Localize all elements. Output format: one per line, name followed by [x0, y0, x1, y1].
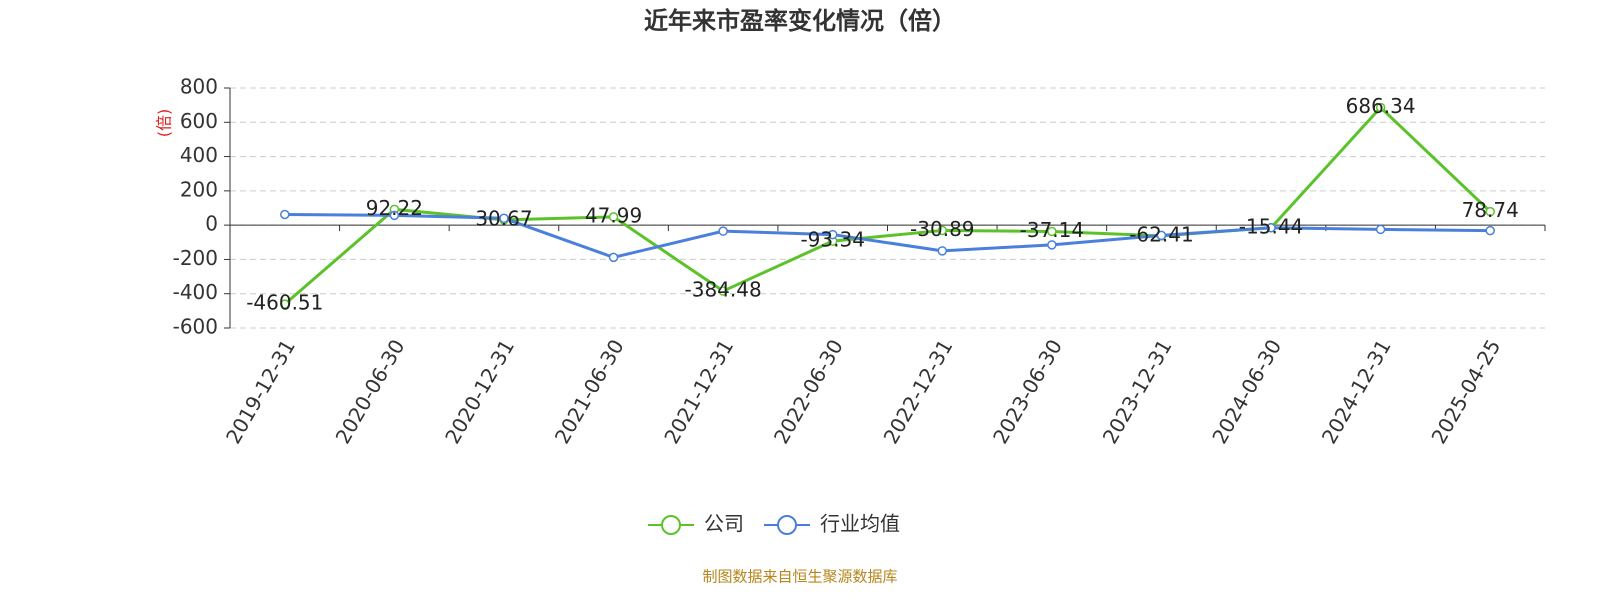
y-tick-label: 0 — [205, 212, 218, 236]
data-label: -30.89 — [910, 217, 974, 241]
data-label: 92.22 — [366, 196, 423, 220]
y-tick-label: 200 — [180, 177, 218, 201]
data-label: -93.34 — [800, 228, 864, 252]
x-tick-label: 2021-06-30 — [550, 335, 629, 448]
x-tick-label: 2022-06-30 — [769, 335, 848, 448]
point — [827, 229, 838, 240]
x-tick-label: 2025-04-25 — [1426, 335, 1505, 448]
point — [1047, 226, 1057, 237]
point — [1266, 222, 1276, 233]
data-label: -460.51 — [246, 291, 323, 315]
x-tick-label: 2022-12-31 — [878, 335, 957, 448]
point — [1047, 240, 1057, 250]
point — [1156, 230, 1167, 241]
point — [937, 225, 948, 236]
point — [608, 212, 619, 222]
x-tick-label: 2023-06-30 — [988, 335, 1067, 448]
y-tick-label: 800 — [180, 75, 218, 99]
x-tick-label: 2024-06-30 — [1207, 335, 1286, 448]
point — [389, 210, 400, 221]
series-line — [283, 105, 1492, 306]
point — [1485, 225, 1495, 236]
data-label: -37.14 — [1020, 218, 1084, 242]
legend-marker — [777, 515, 797, 535]
y-tick-label: 600 — [180, 109, 218, 133]
data-label: 78.74 — [1462, 198, 1519, 222]
legend-label: 行业均值 — [820, 512, 900, 536]
point — [937, 246, 948, 256]
x-tick-label: 2024-12-31 — [1317, 335, 1396, 448]
chart-title: 近年来市盈率变化情况（倍） — [644, 7, 956, 35]
point — [499, 213, 509, 224]
x-tick-label: 2019-12-31 — [221, 335, 300, 448]
data-label: -62.41 — [1129, 222, 1193, 246]
legend-label: 公司 — [704, 512, 744, 536]
x-tick-label: 2020-06-30 — [331, 335, 410, 448]
y-tick-label: 400 — [180, 143, 218, 167]
point — [608, 252, 619, 263]
x-tick-label: 2023-12-31 — [1098, 335, 1177, 448]
data-label: -384.48 — [685, 278, 762, 302]
source-note: 制图数据来自恒生聚源数据库 — [702, 568, 897, 586]
point — [718, 226, 728, 236]
data-label: 30.67 — [475, 206, 532, 230]
legend-marker — [661, 515, 681, 535]
x-tick-label: 2020-12-31 — [440, 335, 519, 448]
data-label: -15.44 — [1239, 214, 1303, 238]
point — [718, 286, 728, 296]
point — [1375, 224, 1386, 235]
point — [280, 209, 290, 220]
series-line — [284, 213, 1491, 259]
data-label: 686.34 — [1346, 94, 1416, 118]
data-label: 47.99 — [585, 203, 642, 227]
y-tick-label: -200 — [173, 246, 218, 270]
point — [1485, 206, 1495, 217]
point — [280, 299, 290, 309]
y-tick-label: -600 — [173, 315, 218, 339]
y-axis-label: (倍) — [155, 109, 174, 138]
x-tick-label: 2021-12-31 — [659, 335, 738, 448]
point — [1375, 102, 1386, 113]
y-tick-label: -400 — [173, 280, 218, 304]
